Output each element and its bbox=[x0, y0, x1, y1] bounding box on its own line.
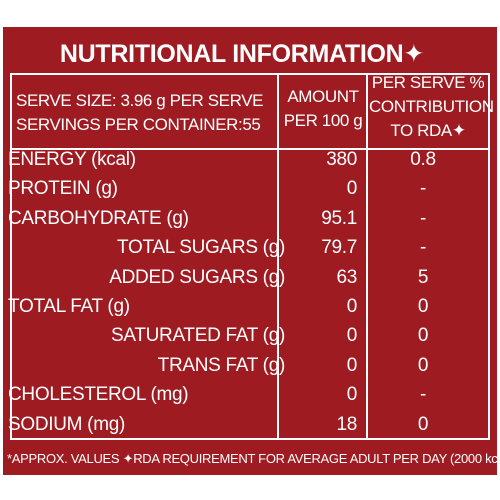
rda-value: 0 bbox=[417, 354, 429, 376]
row-label: TOTAL FAT (g) bbox=[8, 296, 130, 317]
rda-value: - bbox=[419, 178, 427, 200]
row-label: SATURATED FAT (g) bbox=[110, 325, 285, 347]
rda-value: - bbox=[419, 207, 427, 229]
title: NUTRITIONAL INFORMATION✦ bbox=[59, 40, 425, 68]
amount-value: 0 bbox=[346, 354, 358, 376]
amount-value: 95.1 bbox=[321, 207, 357, 229]
rda-value: 0 bbox=[417, 325, 429, 347]
row-label: SODIUM (mg) bbox=[8, 413, 126, 435]
servings: SERVINGS PER CONTAINER:55 bbox=[16, 115, 261, 134]
table-frame: SERVE SIZE: 3.96 g PER SERVE SERVINGS PE… bbox=[10, 73, 494, 440]
amount-value: 0 bbox=[346, 325, 358, 347]
amount-header: AMOUNT PER 100 g bbox=[283, 87, 363, 130]
column-divider bbox=[366, 75, 368, 438]
rda-value: 0 bbox=[417, 413, 429, 435]
rda-value: - bbox=[419, 237, 427, 259]
row-label: PROTEIN (g) bbox=[8, 178, 118, 200]
header-divider bbox=[12, 148, 488, 150]
row-label: TRANS FAT (g) bbox=[157, 354, 286, 376]
row-label: CHOLESTEROL (mg) bbox=[8, 384, 189, 406]
label-panel: NUTRITIONAL INFORMATION✦ SERVE SIZE: 3.9… bbox=[3, 27, 500, 475]
rda-value: 0.8 bbox=[410, 149, 436, 170]
amount-value: 79.7 bbox=[321, 237, 357, 259]
row-label: CARBOHYDRATE (g) bbox=[8, 207, 189, 229]
rda-value: - bbox=[419, 384, 427, 406]
rda-header: PER SERVE % CONTRIBUTION TO RDA✦ bbox=[369, 73, 494, 140]
amount-value: 380 bbox=[326, 149, 357, 170]
amount-value: 0 bbox=[346, 384, 358, 406]
footer: *APPROX. VALUES ✦RDA REQUIREMENT FOR AVE… bbox=[7, 451, 500, 466]
row-label: TOTAL SUGARS (g) bbox=[117, 237, 285, 259]
serve-size: SERVE SIZE: 3.96 g PER SERVE bbox=[16, 91, 264, 110]
rda-value: 0 bbox=[417, 296, 429, 317]
amount-value: 0 bbox=[346, 178, 358, 200]
amount-value: 0 bbox=[346, 296, 358, 317]
row-label: ENERGY (kcal) bbox=[8, 149, 136, 170]
amount-value: 18 bbox=[336, 413, 357, 435]
amount-value: 63 bbox=[336, 266, 357, 288]
rda-value: 5 bbox=[417, 266, 429, 288]
row-label: ADDED SUGARS (g) bbox=[109, 266, 285, 288]
column-divider bbox=[277, 75, 279, 438]
